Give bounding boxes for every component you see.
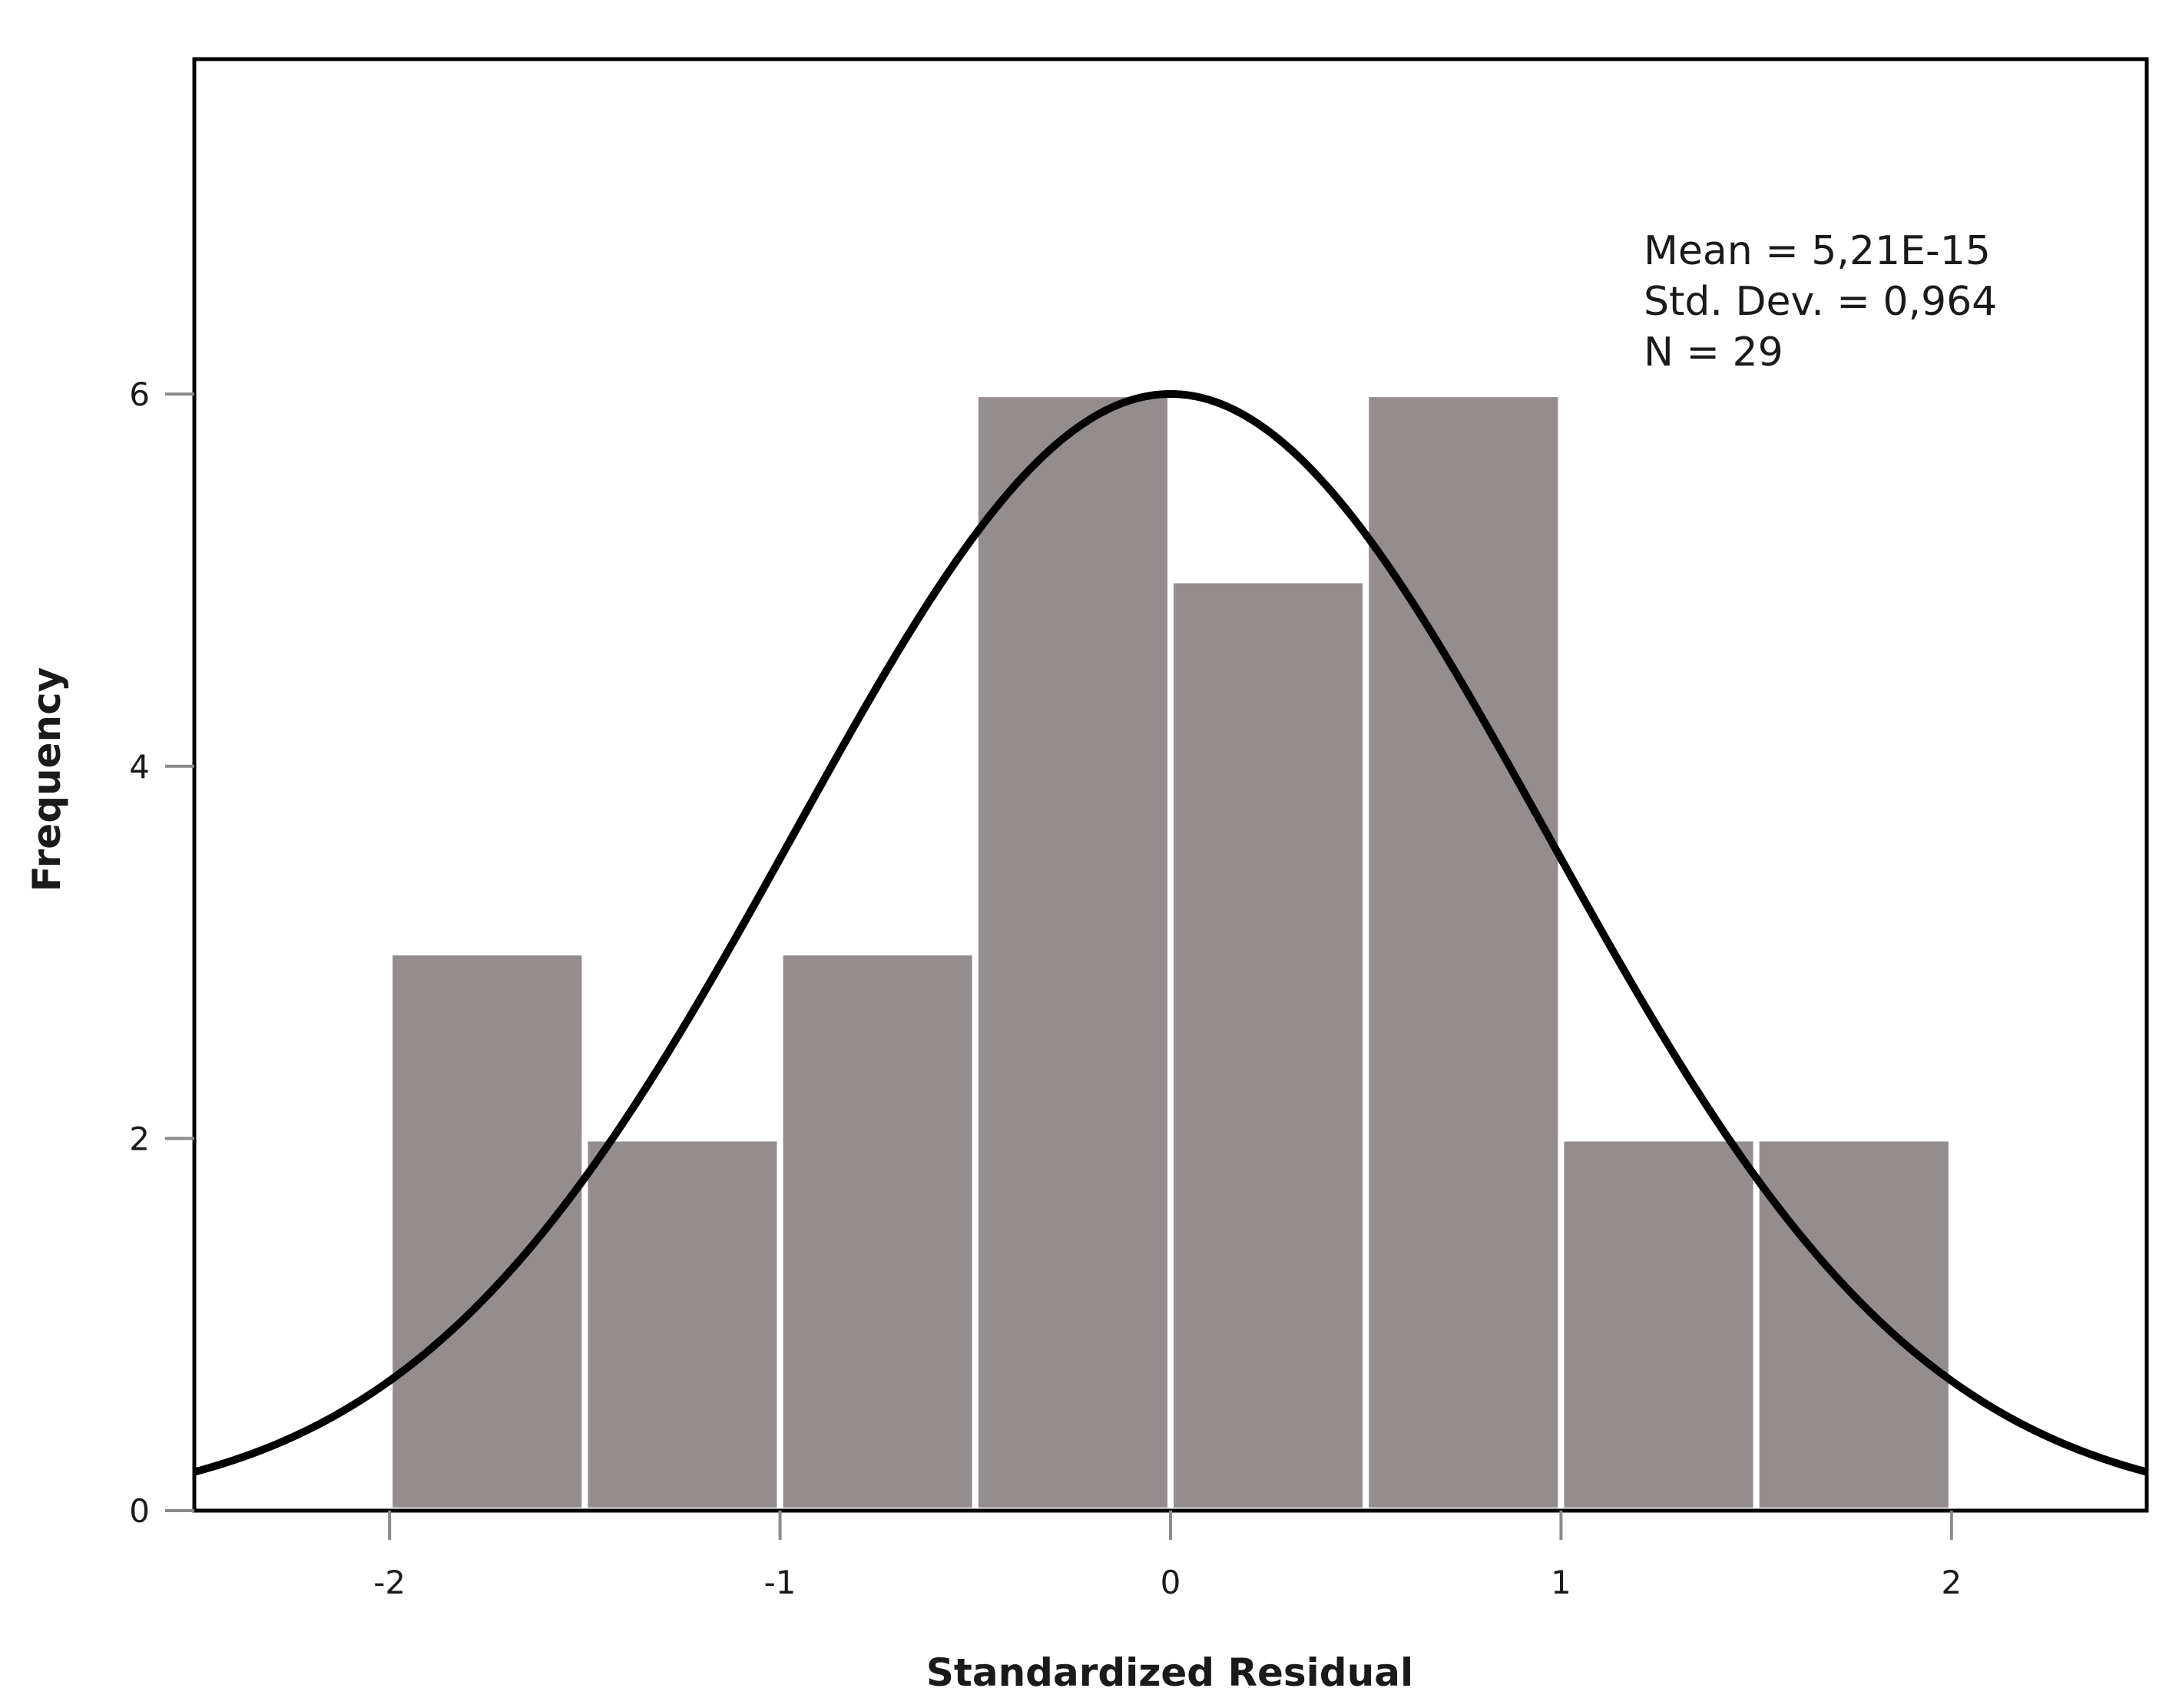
- y-tick-label: 4: [129, 748, 150, 786]
- y-tick-label: 2: [129, 1120, 150, 1157]
- histogram-bar: [1753, 1135, 1955, 1514]
- y-axis-group: 0 2 4 6: [129, 376, 194, 1530]
- histogram-bar: [777, 949, 979, 1514]
- y-tick-label: 0: [129, 1492, 150, 1530]
- x-axis-group: -2 -1 0 1 2: [373, 1511, 1962, 1601]
- stats-legend: Mean = 5,21E-15 Std. Dev. = 0,964 N = 29: [1644, 228, 1997, 376]
- bars-group: [386, 391, 1955, 1514]
- y-tick-label: 6: [129, 376, 150, 413]
- x-tick-label: -1: [764, 1564, 796, 1601]
- x-tick-label: -2: [373, 1564, 406, 1601]
- histogram-bar: [1558, 1135, 1760, 1514]
- x-tick-label: 1: [1551, 1564, 1571, 1601]
- histogram-bar: [386, 949, 588, 1514]
- x-tick-label: 2: [1941, 1564, 1962, 1601]
- normal-curve: [193, 389, 2148, 1476]
- x-tick-label: 0: [1161, 1564, 1181, 1601]
- stats-n: N = 29: [1644, 329, 1783, 376]
- histogram-bar: [1363, 391, 1565, 1514]
- histogram-bar: [1167, 577, 1369, 1514]
- stats-std-dev: Std. Dev. = 0,964: [1644, 279, 1997, 325]
- x-axis-title: Standardized Residual: [926, 1650, 1413, 1695]
- curve-group: [193, 389, 2148, 1476]
- y-axis-title: Frequency: [25, 667, 69, 892]
- histogram-bar: [581, 1135, 783, 1514]
- histogram-bar: [972, 391, 1174, 1514]
- stats-mean: Mean = 5,21E-15: [1644, 228, 1991, 274]
